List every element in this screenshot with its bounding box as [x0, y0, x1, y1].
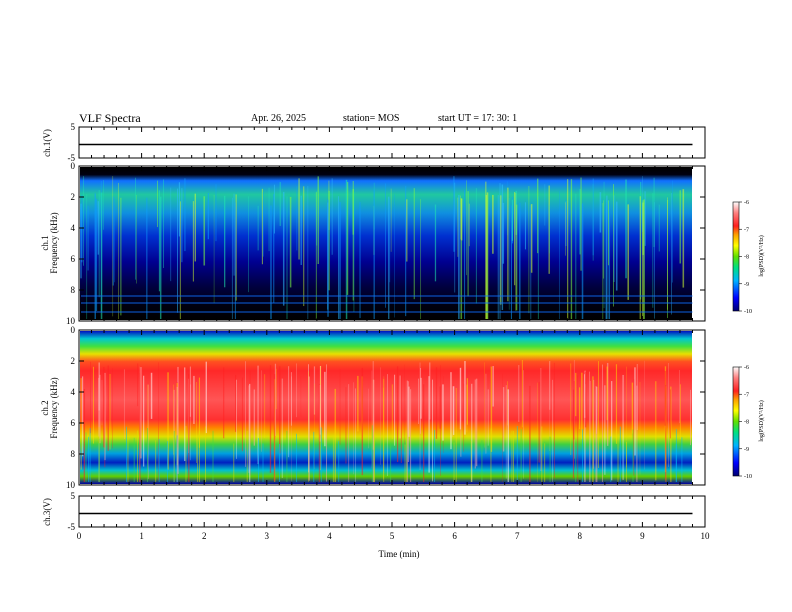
ch1-colorbar-label: log(PSD)(V²/Hz)	[758, 235, 765, 276]
y-tick-label: 4	[71, 223, 76, 233]
station-label: station= MOS	[343, 113, 400, 124]
x-tick-label: 7	[515, 531, 520, 541]
ch2-colorbar	[732, 366, 740, 477]
colorbar-tick-label: -6	[744, 200, 749, 206]
x-tick-label: 8	[578, 531, 583, 541]
y-tick-label: -5	[68, 522, 76, 532]
chart-title: VLF Spectra	[79, 111, 141, 125]
y-tick-label: 2	[71, 356, 76, 366]
start-time-label: start UT = 17: 30: 1	[438, 113, 518, 124]
colorbar-tick-label: -7	[744, 392, 749, 398]
x-tick-label: 10	[701, 531, 711, 541]
x-axis-label: Time (min)	[379, 549, 420, 559]
y-tick-label: 6	[71, 418, 76, 428]
colorbar-tick-label: -10	[744, 474, 752, 480]
ch2-spectrogram-ylabel-frequency: Frequency (kHz)	[49, 377, 59, 438]
colorbar-tick-label: -10	[744, 309, 752, 315]
ch1-voltage-ylabel: ch.1(V)	[42, 129, 52, 157]
y-tick-label: 10	[66, 480, 76, 490]
colorbar-tick-label: -9	[744, 282, 749, 288]
ch2-spectrogram-ylabel-channel: ch.2	[40, 400, 50, 415]
y-tick-label: -5	[68, 153, 76, 163]
y-tick-label: 4	[71, 387, 76, 397]
x-tick-label: 0	[77, 531, 82, 541]
x-tick-label: 9	[640, 531, 645, 541]
y-tick-label: 8	[71, 449, 76, 459]
colorbar-tick-label: -8	[744, 255, 749, 261]
x-tick-label: 6	[452, 531, 457, 541]
ch1-spectrogram-ylabel-channel: ch.1	[40, 235, 50, 250]
colorbar-ticks: -6 -7 -8 -9 -10 -6 -7 -8 -9 -10	[739, 200, 752, 480]
y-tick-label: 5	[71, 122, 76, 132]
x-tick-label: 5	[390, 531, 395, 541]
date-label: Apr. 26, 2025	[251, 113, 306, 124]
y-tick-label: 0	[71, 325, 76, 335]
ch1-colorbar	[732, 201, 740, 312]
ch1-spectrogram-image	[80, 167, 692, 320]
ch2-colorbar-label: log(PSD)(V²/Hz)	[758, 400, 765, 441]
x-tick-label: 3	[265, 531, 270, 541]
ch1-spectrogram-ylabel-frequency: Frequency (kHz)	[49, 212, 59, 273]
y-tick-label: 10	[66, 316, 76, 326]
y-tick-label: 6	[71, 254, 76, 264]
ch3-voltage-frame	[78, 495, 706, 528]
ch1-voltage-frame	[78, 126, 706, 159]
ch1-spectrogram-streaks	[80, 176, 693, 319]
x-tick-label: 1	[139, 531, 144, 541]
colorbar-tick-label: -7	[744, 227, 749, 233]
y-tick-label: 8	[71, 285, 76, 295]
axis-ticks	[78, 126, 706, 528]
x-tick-label: 2	[202, 531, 207, 541]
ch2-spectrogram-image	[80, 331, 692, 484]
colorbar-tick-label: -6	[744, 365, 749, 371]
y-tick-label: 0	[71, 161, 76, 171]
ch3-voltage-ylabel: ch.3(V)	[42, 498, 52, 526]
y-tick-label: 2	[71, 192, 76, 202]
colorbar-tick-label: -9	[744, 447, 749, 453]
x-tick-label: 4	[327, 531, 332, 541]
y-tick-label: 5	[71, 491, 76, 501]
colorbar-tick-label: -8	[744, 420, 749, 426]
